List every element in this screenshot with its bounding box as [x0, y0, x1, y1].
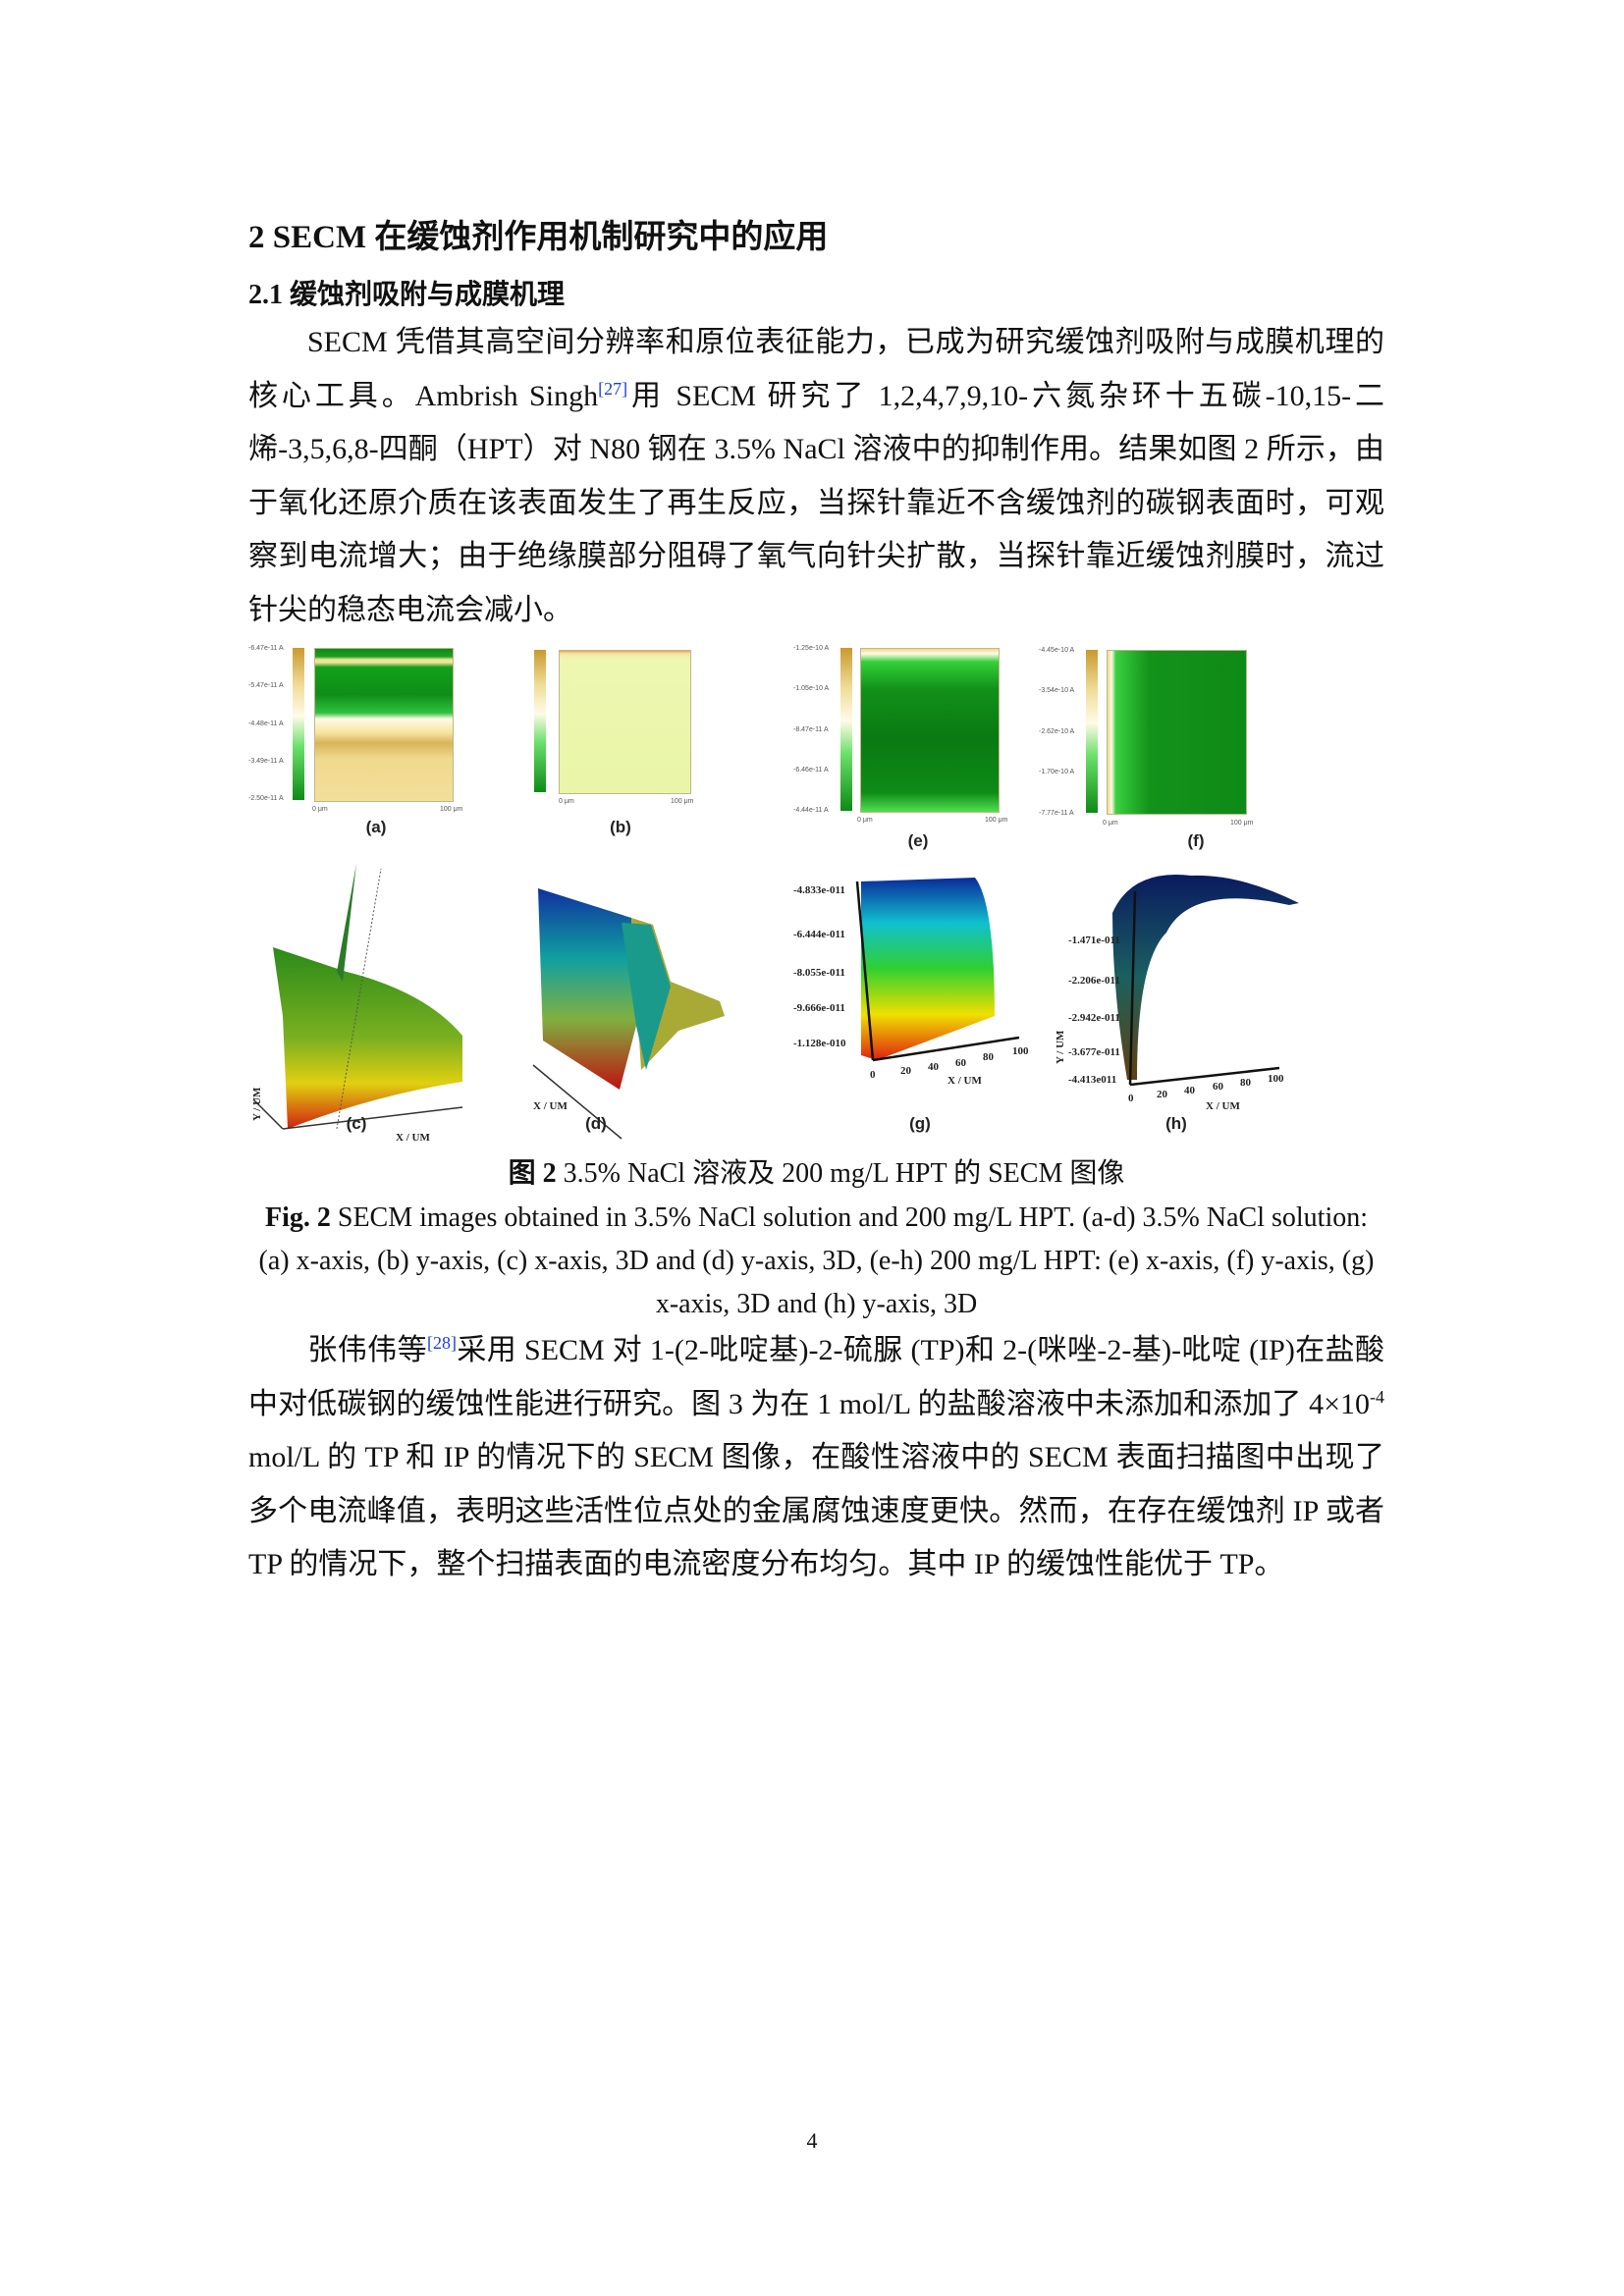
- h-ztick-3: -3.677e-011: [1068, 1046, 1120, 1058]
- axis-b-end: 100 μm: [671, 798, 694, 805]
- c-xlabel: X / UM: [396, 1132, 430, 1144]
- tick-f-3: -1.70e-10 A: [1039, 769, 1075, 775]
- citation-27[interactable]: [27]: [598, 378, 628, 399]
- h-xtick-0: 0: [1128, 1093, 1134, 1104]
- paragraph-1: SECM 凭借其高空间分辨率和原位表征能力，已成为研究缓蚀剂吸附与成膜机理的核心…: [248, 316, 1384, 637]
- h-ztick-2: -2.942e-011: [1068, 1012, 1120, 1024]
- colorbar-e: [840, 648, 852, 811]
- axis-f-end: 100 μm: [1230, 820, 1254, 827]
- exponent: -4: [1370, 1386, 1384, 1407]
- h-ztick-0: -1.471e-011: [1068, 934, 1120, 946]
- c-ylabel: Y / UM: [251, 1087, 263, 1121]
- d-xlabel: X / UM: [533, 1100, 568, 1112]
- tick-e-1: -1.05e-10 A: [793, 685, 830, 692]
- h-xlabel: X / UM: [1206, 1100, 1240, 1112]
- tick-f-1: -3.54e-10 A: [1039, 687, 1075, 694]
- axis-f-start: 0 μm: [1103, 820, 1118, 827]
- tick-e-2: -8.47e-11 A: [793, 726, 829, 733]
- plot-3d-c: X / UM Y / UM: [251, 864, 463, 1144]
- tick-f-2: -2.62e-10 A: [1039, 728, 1075, 735]
- panel-label-b: (b): [610, 818, 631, 836]
- g-ztick-1: -6.444e-011: [793, 929, 845, 940]
- caption-cn-label: 图 2: [508, 1158, 557, 1189]
- paragraph-2-text-b: 采用 SECM 对 1-(2-吡啶基)-2-硫脲 (TP)和 2-(咪唑-2-基…: [248, 1334, 1384, 1420]
- plot-3d-d: X / UM: [532, 888, 725, 1140]
- g-xtick-3: 60: [955, 1057, 967, 1069]
- h-ylabel: Y / UM: [1055, 1030, 1066, 1064]
- paragraph-1-text-a: SECM 凭借其高空间分辨率和原位表征能力，已成为研究缓蚀剂吸附与成膜机理的核心…: [248, 326, 1384, 412]
- caption-cn-text: 3.5% NaCl 溶液及 200 mg/L HPT 的 SECM 图像: [556, 1158, 1125, 1189]
- h-xtick-3: 60: [1213, 1081, 1224, 1093]
- colorbar-b: [534, 650, 546, 792]
- panel-label-f: (f): [1187, 831, 1205, 850]
- figure-2: -6.47e-11 A -5.47e-11 A -4.48e-11 A -3.4…: [248, 643, 1387, 1146]
- tick-e-4: -4.44e-11 A: [793, 807, 829, 814]
- h-ztick-1: -2.206e-011: [1068, 975, 1120, 987]
- section-heading: 2 SECM 在缓蚀剂作用机制研究中的应用: [248, 220, 829, 255]
- tick-a-0: -6.47e-11 A: [248, 645, 284, 652]
- figure-caption-cn: 图 2 3.5% NaCl 溶液及 200 mg/L HPT 的 SECM 图像: [248, 1152, 1384, 1196]
- heatmap-b: [559, 650, 691, 794]
- figure-caption-en: Fig. 2 SECM images obtained in 3.5% NaCl…: [248, 1197, 1384, 1326]
- heatmap-e: [860, 648, 1000, 813]
- g-ztick-3: -9.666e-011: [793, 1002, 845, 1014]
- h-xtick-5: 100: [1268, 1073, 1284, 1085]
- panel-label-h: (h): [1165, 1114, 1187, 1133]
- h-xtick-1: 20: [1157, 1089, 1168, 1100]
- page-number: 4: [806, 2128, 818, 2153]
- g-xtick-4: 80: [983, 1051, 995, 1063]
- g-xtick-2: 40: [928, 1061, 940, 1073]
- panel-label-a: (a): [365, 818, 387, 836]
- citation-28[interactable]: [28]: [426, 1333, 457, 1353]
- paragraph-2: 张伟伟等[28]采用 SECM 对 1-(2-吡啶基)-2-硫脲 (TP)和 2…: [248, 1324, 1384, 1592]
- tick-e-3: -6.46e-11 A: [793, 767, 829, 774]
- axis-a-start: 0 μm: [312, 806, 328, 813]
- heatmap-a: [314, 648, 454, 802]
- h-xtick-2: 40: [1184, 1085, 1196, 1096]
- subsection-heading: 2.1 缓蚀剂吸附与成膜机理: [248, 280, 566, 310]
- tick-f-4: -7.77e-11 A: [1039, 810, 1074, 817]
- tick-a-3: -3.49e-11 A: [248, 758, 284, 765]
- panel-label-g: (g): [909, 1114, 931, 1133]
- h-ztick-4: -4.413e011: [1068, 1074, 1116, 1086]
- axis-a-end: 100 μm: [440, 806, 463, 813]
- colorbar-f: [1086, 650, 1098, 813]
- tick-a-1: -5.47e-11 A: [248, 682, 284, 689]
- plot-3d-g: -4.833e-011 -6.444e-011 -8.055e-011 -9.6…: [793, 878, 1029, 1087]
- g-xtick-5: 100: [1012, 1045, 1029, 1057]
- heatmap-f: [1107, 650, 1247, 815]
- axis-b-start: 0 μm: [559, 798, 574, 805]
- tick-e-0: -1.25e-10 A: [793, 645, 830, 652]
- g-xlabel: X / UM: [947, 1075, 982, 1087]
- panel-label-d: (d): [585, 1114, 607, 1133]
- plot-3d-h: -1.471e-011 -2.206e-011 -2.942e-011 -3.6…: [1055, 875, 1299, 1112]
- g-ztick-2: -8.055e-011: [793, 967, 845, 979]
- colorbar-a: [293, 648, 304, 800]
- tick-f-0: -4.45e-10 A: [1039, 647, 1075, 654]
- figure-3d-plots: X / UM Y / UM X / UM -4.833e-011 -6.444e…: [251, 864, 1299, 1144]
- caption-en-label: Fig. 2: [264, 1202, 331, 1233]
- axis-e-start: 0 μm: [857, 817, 873, 824]
- h-xtick-4: 80: [1240, 1077, 1252, 1089]
- paragraph-2-text-c: mol/L 的 TP 和 IP 的情况下的 SECM 图像，在酸性溶液中的 SE…: [248, 1441, 1384, 1580]
- paragraph-2-text-a: 张伟伟等: [307, 1334, 427, 1366]
- g-ztick-0: -4.833e-011: [793, 884, 845, 896]
- tick-a-4: -2.50e-11 A: [248, 795, 284, 802]
- panel-label-c: (c): [346, 1114, 367, 1133]
- g-ztick-4: -1.128e-010: [793, 1038, 846, 1049]
- paragraph-1-text-b: 用 SECM 研究了 1,2,4,7,9,10-六氮杂环十五碳-10,15-二烯…: [248, 379, 1384, 626]
- axis-e-end: 100 μm: [985, 817, 1008, 824]
- caption-en-text: SECM images obtained in 3.5% NaCl soluti…: [258, 1202, 1375, 1319]
- panel-label-e: (e): [907, 831, 929, 850]
- g-xtick-0: 0: [870, 1069, 876, 1081]
- g-xtick-1: 20: [900, 1065, 912, 1077]
- tick-a-2: -4.48e-11 A: [248, 721, 284, 727]
